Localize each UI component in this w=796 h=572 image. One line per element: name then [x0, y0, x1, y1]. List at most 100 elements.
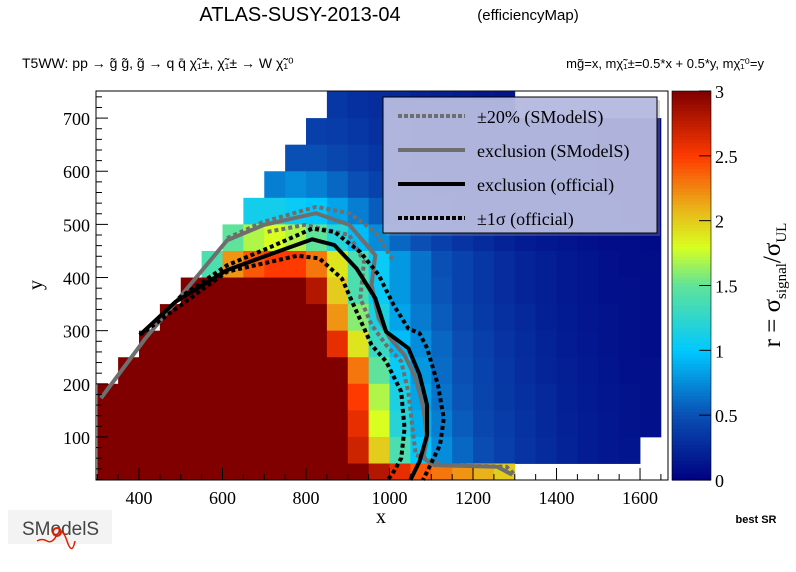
- heatmap-bin: [118, 357, 140, 385]
- heatmap-bin: [410, 330, 432, 358]
- colorbar-segment: [672, 421, 711, 426]
- heatmap-bin: [285, 144, 307, 172]
- heatmap-bin: [431, 304, 453, 332]
- colorbar-segment: [672, 223, 711, 228]
- colorbar-segment: [672, 201, 711, 206]
- colorbar-segment: [672, 379, 711, 384]
- heatmap-bin: [368, 357, 390, 385]
- y-axis: 100 200 300 400 500 600 700: [63, 96, 108, 480]
- heatmap-bin: [473, 410, 495, 438]
- heatmap-bin: [598, 250, 620, 278]
- colorbar-segment: [672, 107, 711, 112]
- x-tick-label: 400: [126, 488, 153, 508]
- colorbar-segment: [672, 94, 711, 99]
- heatmap-bin: [180, 304, 203, 332]
- heatmap-bin: [431, 250, 453, 278]
- heatmap-bin: [326, 304, 349, 332]
- heatmap-bin: [243, 410, 265, 438]
- heatmap-bin: [493, 410, 516, 438]
- colorbar-segment: [672, 450, 711, 455]
- heatmap-bin: [285, 383, 307, 411]
- colorbar-segment: [672, 454, 711, 458]
- colorbar-segment: [672, 402, 711, 407]
- heatmap-bin: [514, 304, 537, 332]
- heatmap-bin: [389, 250, 411, 278]
- heatmap-bin: [306, 383, 328, 411]
- colorbar-segment: [672, 110, 711, 115]
- heatmap-bin: [619, 250, 641, 278]
- heatmap-bin: [619, 383, 641, 411]
- legend-entry-label: ±1σ (official): [477, 209, 574, 230]
- heatmap-bin: [285, 171, 307, 199]
- heatmap-bin: [201, 436, 223, 464]
- colorbar-segment: [672, 301, 711, 306]
- heatmap-bin: [473, 436, 495, 464]
- colorbar-tick-label: 1.5: [715, 277, 738, 297]
- heatmap-bin: [640, 357, 662, 385]
- heatmap-bin: [452, 357, 474, 385]
- heatmap-bin: [619, 410, 641, 438]
- colorbar-segment: [672, 330, 711, 335]
- heatmap-bin: [368, 383, 390, 411]
- colorbar-segment: [672, 113, 711, 118]
- heatmap-bin: [452, 383, 474, 411]
- heatmap-bin: [473, 277, 495, 305]
- heatmap-bin: [180, 463, 203, 481]
- heatmap-bin: [201, 250, 223, 278]
- legend-box: [382, 96, 658, 234]
- heatmap-bin: [285, 436, 307, 464]
- heatmap-bin: [619, 357, 641, 385]
- heatmap-bin: [264, 383, 286, 411]
- heatmap-bin: [347, 357, 370, 385]
- colorbar-segment: [672, 233, 711, 238]
- heatmap-bin: [431, 463, 453, 481]
- chart-title: ATLAS-SUSY-2013-04: [199, 4, 400, 26]
- colorbar-segment: [672, 165, 711, 170]
- heatmap-bin: [556, 330, 578, 358]
- x-tick-label: 600: [209, 488, 236, 508]
- colorbar-segment: [672, 444, 711, 449]
- heatmap-bin: [326, 410, 349, 438]
- heatmap-bin: [368, 410, 390, 438]
- heatmap-bin: [535, 250, 557, 278]
- heatmap-bin: [118, 463, 140, 481]
- heatmap-bin: [180, 410, 203, 438]
- colorbar-segment: [672, 366, 711, 371]
- heatmap-bin: [410, 304, 432, 332]
- heatmap-bin: [452, 410, 474, 438]
- colorbar-segment: [672, 295, 711, 300]
- heatmap-bin: [326, 144, 349, 172]
- heatmap-bin: [347, 383, 370, 411]
- heatmap-bin: [285, 357, 307, 385]
- logo-wave-icon: [36, 530, 76, 550]
- heatmap-bin: [118, 383, 140, 411]
- colorbar-segment: [672, 175, 711, 180]
- colorbar-segment: [672, 188, 711, 193]
- heatmap-bin: [326, 463, 349, 481]
- heatmap-bin: [201, 463, 223, 481]
- colorbar-tick-label: 0.5: [715, 406, 738, 426]
- colorbar-segment: [672, 321, 711, 325]
- y-axis-label: y: [25, 280, 47, 290]
- colorbar-segment: [672, 139, 711, 144]
- heatmap-bin: [118, 410, 140, 438]
- heatmap-bin: [201, 357, 223, 385]
- colorbar-segment: [672, 133, 711, 137]
- contour-exclusion-official-plus1sigma: [177, 226, 446, 481]
- colorbar-segment: [672, 392, 711, 397]
- heatmap-bin: [410, 277, 432, 305]
- colorbar-segment: [672, 298, 711, 303]
- heatmap-bin: [535, 383, 557, 411]
- colorbar-segment: [672, 230, 711, 235]
- colorbar-segment: [672, 191, 711, 196]
- heatmap-bin: [452, 250, 474, 278]
- heatmap-bin: [640, 410, 662, 438]
- colorbar-segment: [672, 116, 711, 121]
- colorbar-segment: [672, 220, 711, 225]
- colorbar-segment: [672, 155, 711, 160]
- colorbar-segment: [672, 129, 711, 134]
- heatmap-bin: [410, 250, 432, 278]
- heatmap-bin: [326, 118, 349, 146]
- heatmap-bin: [222, 436, 244, 464]
- heatmap-bin: [619, 436, 641, 464]
